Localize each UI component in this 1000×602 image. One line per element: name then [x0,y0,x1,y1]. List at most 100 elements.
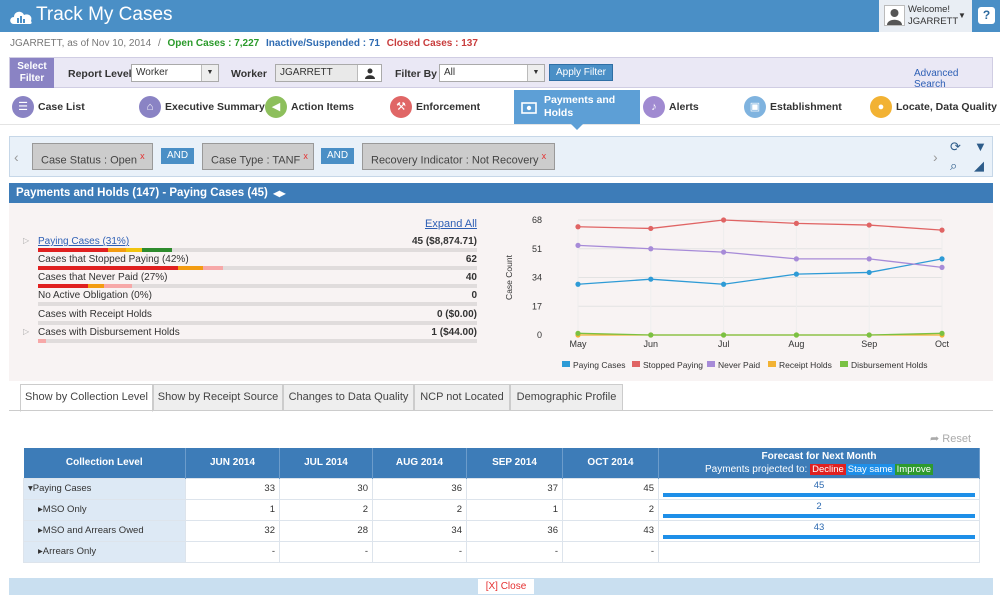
table-cell: - [562,540,659,563]
forecast-value[interactable]: 43 [813,522,825,533]
forecast-bar [663,493,975,497]
criteria-chip-recovery-indicator[interactable]: Recovery Indicator : Not Recovery x [362,143,555,170]
nav-establishment[interactable]: ▣ Establishment [744,93,864,123]
nav-locate-data-quality[interactable]: ● Locate, Data Quality [870,93,997,123]
user-avatar-icon [887,9,902,25]
filter-bar: Select Filter Report Level Worker ▼ Work… [9,57,993,90]
nav-payments-and-holds[interactable]: Payments and Holds [518,93,638,123]
expand-icon[interactable]: ▷ [23,236,30,245]
summary-row-disbursement-holds[interactable]: ▷ Cases with Disbursement Holds 1 ($44.0… [23,327,477,339]
nav-executive-summary[interactable]: ⌂ Executive Summary [139,93,265,123]
summary-row-value: 62 [465,254,477,265]
expand-icon[interactable]: ▸ [38,525,43,536]
nav-alerts[interactable]: ♪ Alerts [643,93,738,123]
row-label[interactable]: ▸Arrears Only [23,540,186,563]
data-point [939,256,945,262]
welcome-text: Welcome! [908,4,951,15]
forecast-header: Forecast for Next Month Payments project… [658,448,980,478]
table-row[interactable]: ▾Paying Cases 33 30 36 37 45 45 [23,477,980,500]
report-level-select[interactable]: Worker ▼ [131,64,219,82]
forecast-cell: 45 [658,477,980,500]
nav-label: Case List [38,101,85,113]
user-name: JGARRETT [908,16,959,27]
panel-nav-arrows-icon[interactable]: ◀▶ [271,189,286,198]
tab-receipt-source[interactable]: Show by Receipt Source [153,384,283,411]
forecast-value[interactable]: 2 [816,501,822,512]
collection-level-table: Collection Level JUN 2014 JUL 2014 AUG 2… [23,448,980,563]
search-icon[interactable]: ⌕ [950,158,958,173]
nav-action-items[interactable]: ◀ Action Items [265,93,385,123]
data-point [793,332,799,338]
remove-chip-icon[interactable]: x [303,151,308,161]
apply-filter-button[interactable]: Apply Filter [549,64,613,81]
row-label[interactable]: ▾Paying Cases [23,477,186,500]
worker-field[interactable]: JGARRETT [275,64,382,82]
nav-case-list[interactable]: ☰ Case List [12,93,132,123]
nav-enforcement[interactable]: ⚒ Enforcement [390,93,510,123]
and-operator[interactable]: AND [321,148,354,164]
data-point [939,264,945,270]
tab-demographic-profile[interactable]: Demographic Profile [510,384,623,411]
summary-row-value: 1 ($44.00) [431,327,477,338]
collapse-icon[interactable]: ▾ [28,483,33,494]
select-filter-button[interactable]: Select Filter [10,58,54,88]
save-icon[interactable]: ▼ [974,139,987,154]
expand-icon[interactable]: ▷ [23,327,30,336]
inactive-cases-link[interactable]: Inactive/Suspended : 71 [266,38,380,49]
column-header[interactable]: OCT 2014 [562,448,659,478]
expand-all-link[interactable]: Expand All [425,218,477,230]
user-lookup-button[interactable] [357,65,381,81]
advanced-search-link[interactable]: Advanced Search [914,68,959,90]
summary-row-paying[interactable]: ▷ Paying Cases (31%) 45 ($8,874.71) [23,236,477,248]
column-header[interactable]: JUL 2014 [279,448,373,478]
column-header[interactable]: AUG 2014 [372,448,467,478]
help-button[interactable]: ? [978,7,995,24]
table-row[interactable]: ▸MSO and Arrears Owed 32 28 34 36 43 43 [23,519,980,542]
reset-button[interactable]: ➦ Reset [930,432,971,445]
refresh-icon[interactable]: ⟳ [950,139,961,154]
tab-ncp-not-located[interactable]: NCP not Located [414,384,510,411]
table-cell: 2 [279,498,373,521]
forecast-bar [663,535,975,539]
forecast-subtitle: Payments projected to: [705,463,808,475]
closed-cases-link[interactable]: Closed Cases : 137 [386,38,478,49]
column-header[interactable]: JUN 2014 [185,448,280,478]
tab-collection-level[interactable]: Show by Collection Level [20,384,153,412]
row-label[interactable]: ▸MSO and Arrears Owed [23,519,186,542]
close-button[interactable]: [X] Close [478,579,534,594]
forecast-cell [658,540,980,563]
expand-icon[interactable]: ▸ [38,546,43,557]
expand-icon[interactable]: ▸ [38,504,43,515]
open-cases-link[interactable]: Open Cases : 7,227 [167,38,260,49]
table-row[interactable]: ▸Arrears Only - - - - - [23,540,980,563]
summary-row-value: 0 [471,290,477,301]
column-header[interactable]: Collection Level [23,448,186,478]
summary-row-label[interactable]: Paying Cases (31%) [38,236,130,247]
legend-decline: Decline [810,463,846,475]
user-menu[interactable]: Welcome! JGARRETT ▼ [879,0,972,32]
chevron-left-icon[interactable]: ‹ [14,149,19,165]
nav-label: Action Items [291,101,355,113]
row-label[interactable]: ▸MSO Only [23,498,186,521]
report-level-label: Report Level [68,68,132,80]
remove-chip-icon[interactable]: x [140,151,145,161]
forecast-value[interactable]: 45 [813,480,825,491]
and-operator[interactable]: AND [161,148,194,164]
table-cell: 33 [185,477,280,500]
money-icon [518,97,540,119]
table-cell: 2 [562,498,659,521]
column-header[interactable]: SEP 2014 [466,448,563,478]
data-point [793,256,799,262]
tab-data-quality[interactable]: Changes to Data Quality [283,384,414,411]
filter-by-select[interactable]: All ▼ [439,64,545,82]
avatar [884,5,905,26]
filter-by-label: Filter By [395,68,438,80]
criteria-chip-case-status[interactable]: Case Status : Open x [32,143,153,170]
chevron-right-icon[interactable]: › [933,149,938,165]
criteria-chip-case-type[interactable]: Case Type : TANF x [202,143,314,170]
eraser-icon[interactable]: ◢ [974,158,984,173]
table-cell: 34 [372,519,467,542]
remove-chip-icon[interactable]: x [541,151,547,161]
table-row[interactable]: ▸MSO Only 1 2 2 1 2 2 [23,498,980,521]
legend-swatch [562,361,570,367]
